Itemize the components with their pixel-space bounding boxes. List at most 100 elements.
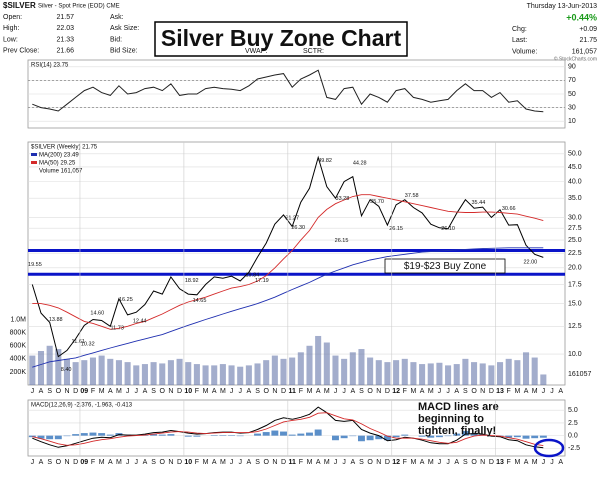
volume-bar [410,362,417,385]
price-annotation: 35.70 [370,199,384,205]
x-tick-label: O [56,459,62,466]
histogram-bar [72,434,80,436]
histogram-bar [435,435,443,438]
y-tick-label: 12.5 [568,323,582,330]
x-tick-label: O [263,459,269,466]
x-tick-label: N [480,459,485,466]
volume-bar [445,365,452,385]
y-tick-label: 17.5 [568,281,582,288]
histogram-bar [332,435,339,441]
volume-bar [202,365,209,385]
x-tick-label: D [281,459,286,466]
date: Thursday 13-Jun-2013 [527,3,598,10]
histogram-bar [288,434,296,436]
x-tick-label: J [446,459,450,466]
field-label: Last: [512,37,527,44]
x-tick-label: N [376,388,381,395]
histogram-bar [98,433,106,436]
field-value: 22.03 [56,25,74,32]
x-tick-label: J [31,388,35,395]
x-tick-label: J [230,388,234,395]
field-value: 21.75 [579,37,597,44]
histogram-bar [254,433,261,436]
histogram-bar [306,432,313,436]
x-tick-label: J [342,459,346,466]
volume-bar [401,358,408,385]
price-annotation: 26.10 [441,226,455,232]
x-tick-label: M [203,459,209,466]
x-tick-label: A [420,388,425,395]
price-annotation: 11.61 [72,339,85,345]
legend-entry: Volume 161,057 [39,169,83,175]
y-tick-label: 1.0M [10,316,26,323]
x-tick-label: M [514,388,520,395]
histogram-bar [158,434,166,436]
x-tick-label: J [334,459,338,466]
x-tick-label: J [334,388,338,395]
histogram-bar [531,435,539,439]
panel-frame [27,399,566,457]
change-pct: +0.44% [566,12,597,22]
field-value: +0.09 [579,26,597,33]
x-tick-label: M [220,459,226,466]
price-annotation: 35.44 [472,200,486,206]
price-annotation: 19.55 [28,262,42,268]
annotation: MACD lines are [418,401,499,413]
histogram-bar [167,434,175,436]
x-tick-label: D [385,388,390,395]
x-tick-label: N [480,388,485,395]
volume-bar [193,364,200,385]
x-tick-label: J [550,388,554,395]
x-tick-label: 13 [496,459,504,466]
x-tick-label: J [230,459,234,466]
y-tick-label: 35.0 [568,195,582,202]
series-line [32,69,544,113]
y-tick-label: 20.0 [568,265,582,272]
field-label: Open: [3,14,22,21]
x-tick-label: A [143,459,148,466]
field-label: Volume: [512,48,537,55]
volume-bar [29,355,36,385]
y-tick-label: 10 [568,118,576,125]
volume-bar [522,352,530,385]
field-value: 21.66 [56,48,74,55]
volume-bar [185,362,192,385]
x-tick-label: 10 [184,459,192,466]
y-tick-label: 30 [568,104,576,111]
panel-frame [27,141,566,386]
histogram-bar [470,433,478,436]
price-annotation: 49.82 [318,158,332,164]
x-tick-label: J [542,388,546,395]
x-tick-label: F [91,459,95,466]
x-tick-label: A [524,388,529,395]
x-tick-label: M [428,388,434,395]
x-tick-label: J [342,388,346,395]
x-tick-label: A [247,388,252,395]
buy-zone-box [384,258,506,274]
x-tick-label: D [177,388,182,395]
x-tick-label: A [454,459,459,466]
annotation: tighten, finally! [418,425,496,437]
volume-bar [55,349,62,385]
y-tick-label: 2.5 [568,420,578,427]
x-tick-label: J [438,388,442,395]
symbol: $SILVER [3,1,36,10]
highlight-ellipse [533,438,565,458]
x-tick-label: 10 [184,388,192,395]
field-label: Bid: [110,36,122,43]
volume-bar [115,360,122,385]
x-tick-label: S [255,459,260,466]
price-annotation: 26.15 [335,238,349,244]
x-tick-label: O [367,388,373,395]
volume-bar [271,355,278,385]
histogram-bar [46,435,54,440]
x-tick-label: F [299,459,303,466]
x-tick-label: A [39,388,44,395]
price-annotation: 33.28 [336,196,350,202]
histogram-bar [453,433,461,436]
volume-bar [37,351,45,385]
volume-bar [323,342,330,385]
x-tick-label: A [316,459,321,466]
volume-bar [393,360,400,385]
histogram-bar [297,433,305,436]
